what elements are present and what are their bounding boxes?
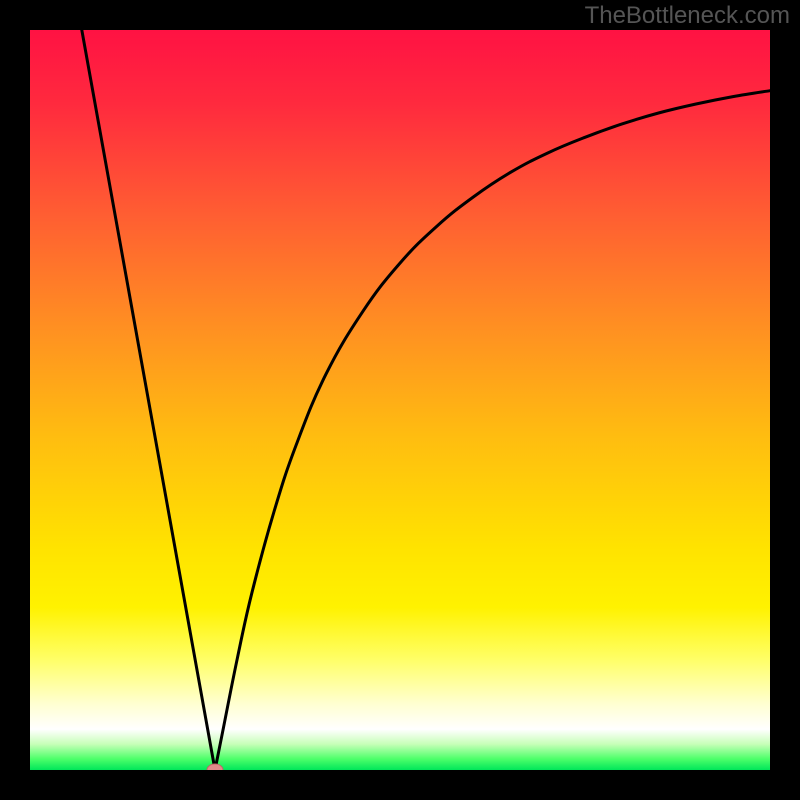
frame-left (0, 0, 30, 800)
gradient-background (30, 30, 770, 770)
bottleneck-chart (0, 0, 800, 800)
frame-bottom (0, 770, 800, 800)
frame-right (770, 0, 800, 800)
attribution-text: TheBottleneck.com (585, 2, 790, 30)
